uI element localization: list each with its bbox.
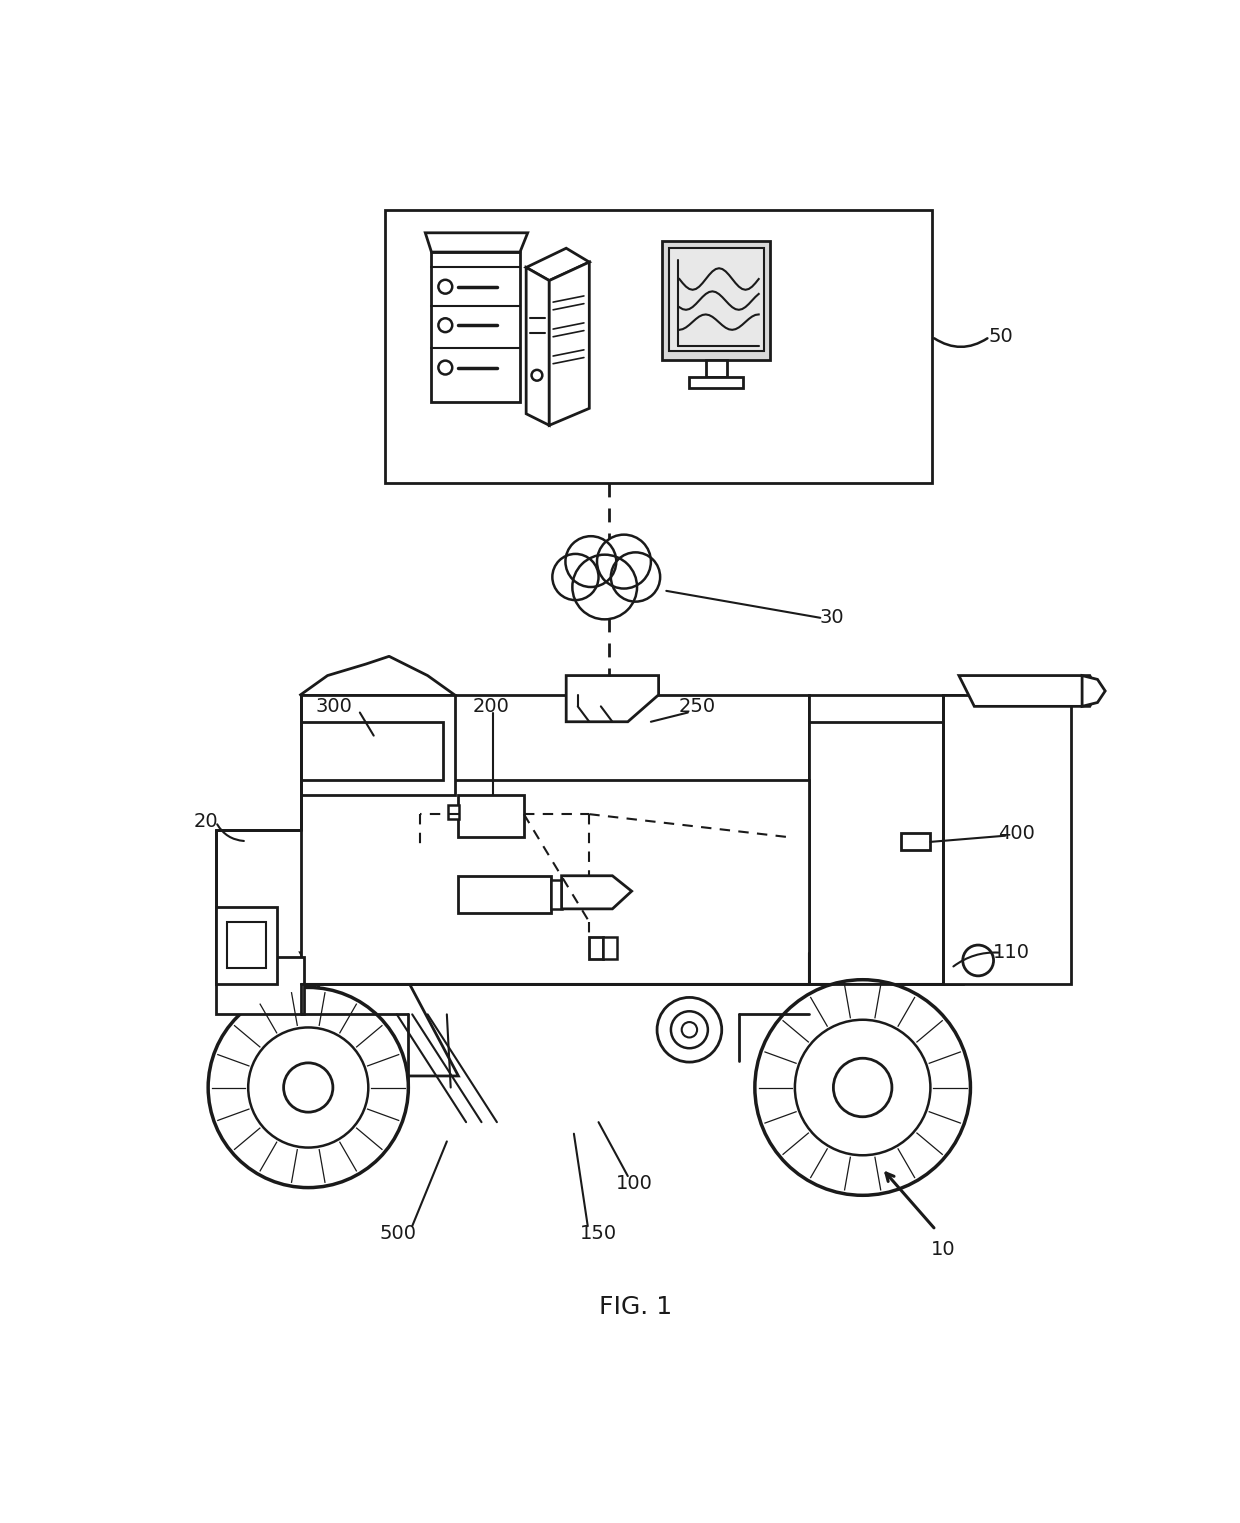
Circle shape (565, 536, 616, 586)
Text: 500: 500 (379, 1224, 417, 1243)
Bar (689, 376, 743, 387)
Circle shape (657, 998, 722, 1062)
Circle shape (682, 1022, 697, 1037)
Text: 400: 400 (998, 824, 1035, 842)
Bar (589, 937, 603, 959)
Circle shape (573, 554, 637, 620)
Bar (300, 780, 808, 984)
Text: 250: 250 (678, 698, 715, 716)
Bar (706, 359, 727, 376)
Bar (300, 694, 455, 795)
Polygon shape (526, 268, 549, 425)
Circle shape (439, 318, 453, 332)
Circle shape (795, 1020, 930, 1156)
Polygon shape (959, 676, 1097, 707)
Circle shape (208, 987, 408, 1188)
Text: 30: 30 (820, 608, 844, 627)
Polygon shape (1083, 676, 1105, 707)
Bar (459, 795, 523, 838)
Bar (216, 830, 304, 984)
Polygon shape (549, 262, 589, 425)
Bar (808, 722, 962, 984)
Circle shape (532, 370, 542, 381)
Bar (551, 880, 562, 909)
Text: 110: 110 (993, 943, 1029, 963)
Text: 50: 50 (988, 327, 1013, 346)
Bar (901, 833, 930, 850)
Bar (386, 210, 932, 483)
Bar (668, 248, 764, 350)
Bar (300, 722, 443, 780)
Bar (216, 956, 304, 1014)
Bar (662, 241, 770, 359)
Text: 10: 10 (931, 1240, 956, 1258)
Circle shape (439, 361, 453, 375)
Circle shape (833, 1058, 892, 1116)
Bar (808, 694, 962, 772)
Circle shape (596, 535, 651, 588)
Text: 100: 100 (615, 1174, 652, 1193)
Bar (216, 906, 278, 984)
Polygon shape (300, 953, 459, 1075)
Circle shape (671, 1011, 708, 1048)
Bar (603, 937, 618, 959)
Circle shape (755, 979, 971, 1196)
Text: FIG. 1: FIG. 1 (599, 1295, 672, 1319)
Text: 150: 150 (580, 1224, 618, 1243)
Circle shape (962, 946, 993, 976)
Text: 20: 20 (193, 812, 218, 832)
Circle shape (248, 1028, 368, 1147)
Text: 200: 200 (472, 698, 510, 716)
Bar (227, 921, 265, 969)
Bar (300, 694, 808, 984)
Bar (944, 694, 1070, 984)
Polygon shape (526, 248, 589, 280)
Polygon shape (425, 233, 528, 253)
Bar (449, 806, 459, 819)
Bar (459, 876, 551, 912)
Circle shape (611, 553, 660, 602)
Bar (432, 253, 520, 402)
Polygon shape (567, 676, 658, 722)
Text: 300: 300 (315, 698, 352, 716)
Circle shape (439, 280, 453, 294)
Polygon shape (562, 876, 631, 909)
Circle shape (284, 1063, 332, 1112)
Circle shape (552, 554, 599, 600)
